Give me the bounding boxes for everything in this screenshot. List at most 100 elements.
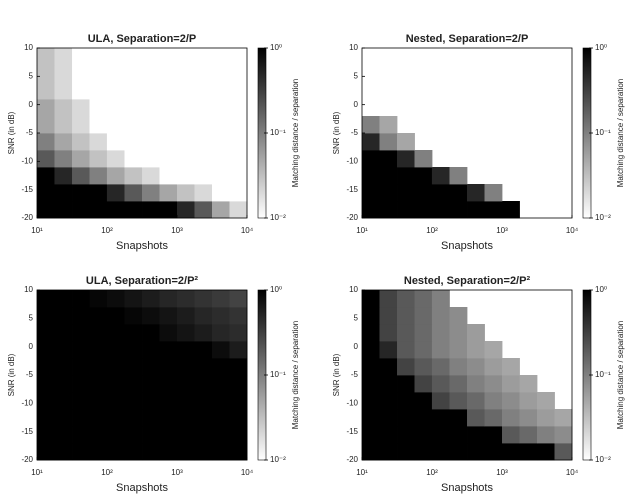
- heatmap-cell: [106, 443, 125, 461]
- heatmap-cell: [212, 65, 230, 83]
- heatmap-cell: [142, 65, 160, 83]
- heatmap-cell: [159, 201, 178, 219]
- heatmap-cell: [431, 358, 450, 376]
- heatmap-cell: [431, 375, 450, 393]
- heatmap-cell: [177, 150, 195, 168]
- heatmap-cell: [177, 116, 195, 134]
- heatmap-cell: [142, 82, 160, 100]
- heatmap-cell: [229, 307, 248, 325]
- heatmap-cell: [89, 358, 108, 376]
- heatmap-cell: [449, 307, 468, 325]
- heatmap-cell: [106, 65, 125, 83]
- heatmap-cell: [142, 426, 160, 444]
- heatmap-cell: [537, 409, 555, 427]
- heatmap-cell: [177, 167, 195, 185]
- heatmap-cell: [106, 324, 125, 342]
- heatmap-cell: [502, 392, 520, 410]
- y-tick-label: 0: [354, 342, 359, 351]
- heatmap-cell: [414, 426, 433, 444]
- heatmap-cell: [89, 392, 108, 410]
- heatmap-cell: [124, 48, 143, 66]
- heatmap-cell: [361, 392, 380, 410]
- heatmap-cell: [106, 133, 125, 151]
- y-tick-label: -15: [346, 185, 358, 194]
- heatmap-cell: [72, 341, 90, 359]
- heatmap-cell: [159, 392, 178, 410]
- heatmap-cell: [106, 392, 125, 410]
- heatmap-cell: [212, 392, 230, 410]
- x-tick-label: 10¹: [356, 226, 368, 235]
- heatmap-cell: [397, 341, 415, 359]
- heatmap-cell: [124, 341, 143, 359]
- heatmap-cell: [414, 307, 433, 325]
- heatmap-cell: [106, 307, 125, 325]
- colorbar-tick-label: 10⁻¹: [270, 128, 286, 137]
- heatmap-cell: [194, 167, 213, 185]
- heatmap-cell: [431, 307, 450, 325]
- heatmap-cell: [212, 133, 230, 151]
- heatmap-cell: [379, 184, 398, 202]
- heatmap-cell: [36, 409, 55, 427]
- heatmap-cell: [106, 116, 125, 134]
- chart-title: ULA, Separation=2/P²: [86, 275, 199, 287]
- y-tick-label: -5: [351, 370, 359, 379]
- heatmap-cell: [142, 116, 160, 134]
- heatmap-cell: [397, 201, 415, 219]
- x-tick-label: 10¹: [31, 468, 43, 477]
- heatmap-cell: [361, 375, 380, 393]
- heatmap-cell: [379, 150, 398, 168]
- y-tick-label: -15: [346, 427, 358, 436]
- heatmap-cell: [414, 150, 433, 168]
- heatmap-cell: [89, 48, 108, 66]
- heatmap-cell: [89, 133, 108, 151]
- heatmap-cell: [124, 167, 143, 185]
- heatmap-cell: [72, 375, 90, 393]
- heatmap-cell: [72, 307, 90, 325]
- heatmap-cell: [89, 409, 108, 427]
- heatmap-cell: [124, 150, 143, 168]
- heatmap-cell: [379, 201, 398, 219]
- heatmap-cell: [72, 201, 90, 219]
- heatmap-cell: [124, 290, 143, 308]
- y-tick-label: -15: [21, 427, 33, 436]
- heatmap-cell: [36, 48, 55, 66]
- heatmap-cell: [124, 99, 143, 117]
- heatmap-cell: [229, 82, 248, 100]
- colorbar-label: Matching distance / separation: [616, 79, 625, 188]
- heatmap-cell: [194, 201, 213, 219]
- heatmap-cell: [414, 443, 433, 461]
- heatmap-cell: [177, 375, 195, 393]
- heatmap-cell: [177, 82, 195, 100]
- heatmap-cell: [177, 201, 195, 219]
- heatmap-cell: [124, 392, 143, 410]
- heatmap-cell: [484, 358, 503, 376]
- heatmap-cell: [177, 409, 195, 427]
- heatmap-cell: [54, 324, 73, 342]
- heatmap-cell: [159, 184, 178, 202]
- y-tick-label: 10: [24, 43, 33, 52]
- heatmap-cell: [467, 184, 485, 202]
- chart-title: Nested, Separation=2/P: [406, 33, 529, 45]
- heatmap-cell: [194, 324, 213, 342]
- heatmap-cell: [36, 392, 55, 410]
- heatmap-cell: [397, 392, 415, 410]
- heatmap-cell: [212, 324, 230, 342]
- heatmap-cell: [124, 65, 143, 83]
- heatmap-cell: [194, 392, 213, 410]
- y-tick-label: 10: [24, 285, 33, 294]
- heatmap-cell: [142, 443, 160, 461]
- heatmap-cell: [361, 133, 380, 151]
- heatmap-cell: [194, 184, 213, 202]
- heatmap-cell: [431, 290, 450, 308]
- heatmap-cell: [212, 99, 230, 117]
- heatmap-cell: [397, 375, 415, 393]
- heatmap-cell: [124, 116, 143, 134]
- heatmap-cell: [72, 133, 90, 151]
- heatmap-cell: [194, 375, 213, 393]
- heatmap-cell: [159, 426, 178, 444]
- heatmap-cell: [36, 341, 55, 359]
- heatmap-cell: [519, 443, 538, 461]
- heatmap-cell: [502, 201, 520, 219]
- heatmap-cell: [229, 426, 248, 444]
- heatmap-cell: [431, 201, 450, 219]
